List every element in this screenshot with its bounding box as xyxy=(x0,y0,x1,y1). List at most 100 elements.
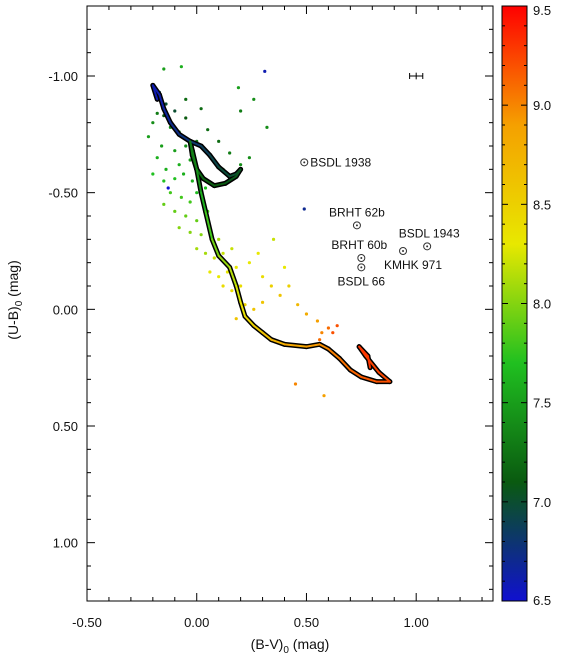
cluster-point xyxy=(173,149,177,153)
cluster-point xyxy=(335,324,339,328)
cluster-point xyxy=(239,163,243,167)
isochrone-segment xyxy=(239,301,247,318)
isochrone-segment xyxy=(358,345,369,357)
cluster-label: BSDL 1943 xyxy=(399,226,460,240)
isochrone-segment xyxy=(204,210,214,241)
cluster-point xyxy=(247,156,251,160)
isochrone-segment xyxy=(200,145,211,157)
cluster-point xyxy=(221,251,225,255)
colorbar-tick-label: 7.5 xyxy=(533,396,551,411)
colorbar-tick-label: 8.0 xyxy=(533,297,551,312)
cluster-point xyxy=(162,202,166,206)
cluster-point xyxy=(179,195,183,199)
cluster-point xyxy=(179,65,183,69)
cluster-point xyxy=(252,97,256,101)
colorbar-tick-label: 6.5 xyxy=(533,593,551,608)
cluster-label: BSDL 66 xyxy=(338,274,386,288)
cluster-point xyxy=(206,128,210,132)
cluster-point xyxy=(164,167,168,171)
isochrone-segment xyxy=(217,254,231,269)
cluster-point xyxy=(271,237,276,241)
cluster-point xyxy=(166,186,170,190)
labeled-cluster-marker xyxy=(399,247,408,255)
isochrone-segment xyxy=(202,177,216,187)
cluster-label: BRHT 60b xyxy=(331,238,387,252)
cluster-point xyxy=(217,139,221,143)
cluster-point xyxy=(221,284,225,288)
cluster-point xyxy=(217,237,221,241)
x-axis-tick-labels: -0.50 0.00 0.50 1.00 xyxy=(72,615,429,630)
isochrone-segment xyxy=(191,149,198,171)
cluster-point xyxy=(296,303,300,307)
cluster-point xyxy=(151,121,155,125)
y-tick-label: -1.00 xyxy=(48,69,78,84)
isochrone-segment xyxy=(211,238,220,257)
isochrone-segment xyxy=(327,348,341,360)
cluster-point xyxy=(184,214,188,218)
cluster-label: BRHT 62b xyxy=(329,205,385,219)
cluster-point xyxy=(302,207,306,211)
isochrone-segment xyxy=(228,266,238,287)
isochrone-track xyxy=(150,82,393,385)
colorbar-tick-label: 9.5 xyxy=(533,3,551,18)
plot-area xyxy=(86,5,494,602)
cluster-point xyxy=(151,172,155,176)
cluster-point xyxy=(230,247,234,251)
cluster-point xyxy=(278,293,282,297)
cluster-point xyxy=(177,226,181,230)
colorbar-tick-label: 7.0 xyxy=(533,495,551,510)
cluster-point xyxy=(236,86,241,90)
cluster-point xyxy=(195,191,199,195)
y-tick-label: -0.50 xyxy=(48,186,78,201)
isochrone-segment xyxy=(377,371,391,383)
y-tick-label: 0.50 xyxy=(53,419,78,434)
cluster-label: BSDL 1938 xyxy=(310,155,371,169)
cluster-point xyxy=(263,69,267,73)
cluster-point xyxy=(225,270,230,274)
cluster-point xyxy=(212,256,216,260)
labeled-cluster-dot xyxy=(426,245,429,248)
cluster-point xyxy=(177,163,181,167)
cluster-point xyxy=(239,109,243,113)
labeled-cluster-dot xyxy=(303,161,306,164)
cluster-point xyxy=(234,265,238,269)
cluster-point xyxy=(146,135,151,139)
cluster-point xyxy=(326,326,331,330)
isochrone-segment xyxy=(349,369,363,378)
labeled-cluster-marker xyxy=(300,158,309,167)
cluster-point xyxy=(184,116,188,120)
axis-ticks xyxy=(86,5,493,601)
cluster-point xyxy=(260,275,265,279)
x-axis-title: (B-V)0 (mag) xyxy=(251,636,330,656)
cluster-point xyxy=(230,289,234,293)
x-tick-label: 0.50 xyxy=(294,615,319,630)
cluster-point xyxy=(304,312,309,316)
cluster-point xyxy=(190,179,194,183)
isochrone-segment xyxy=(318,343,330,350)
labeled-cluster-dot xyxy=(360,266,363,269)
labeled-cluster-marker xyxy=(357,263,366,272)
isochrone-segment xyxy=(217,166,231,178)
isochrone-segment xyxy=(169,121,181,136)
isochrone-segment xyxy=(338,357,352,371)
isochrone-segment xyxy=(235,168,242,178)
isochrone-segment xyxy=(162,107,172,124)
cluster-point xyxy=(181,172,186,176)
cluster-point xyxy=(173,209,177,213)
y-axis-title: (U-B)0 (mag) xyxy=(5,260,25,339)
labeled-cluster-marker xyxy=(423,242,432,251)
cluster-point xyxy=(318,338,322,342)
cluster-point xyxy=(247,261,251,265)
isochrone-segment xyxy=(224,175,238,185)
cluster-point xyxy=(287,284,291,288)
cluster-point xyxy=(282,265,287,269)
isochrone-segment xyxy=(360,376,378,383)
cluster-point xyxy=(234,317,238,321)
labeled-cluster-dot xyxy=(402,250,405,252)
isochrone-segment xyxy=(189,140,194,152)
cluster-point xyxy=(265,125,269,129)
cluster-point xyxy=(322,394,326,398)
cluster-point xyxy=(331,331,335,335)
labeled-cluster-marker xyxy=(352,221,361,230)
labeled-cluster-dot xyxy=(360,257,363,259)
